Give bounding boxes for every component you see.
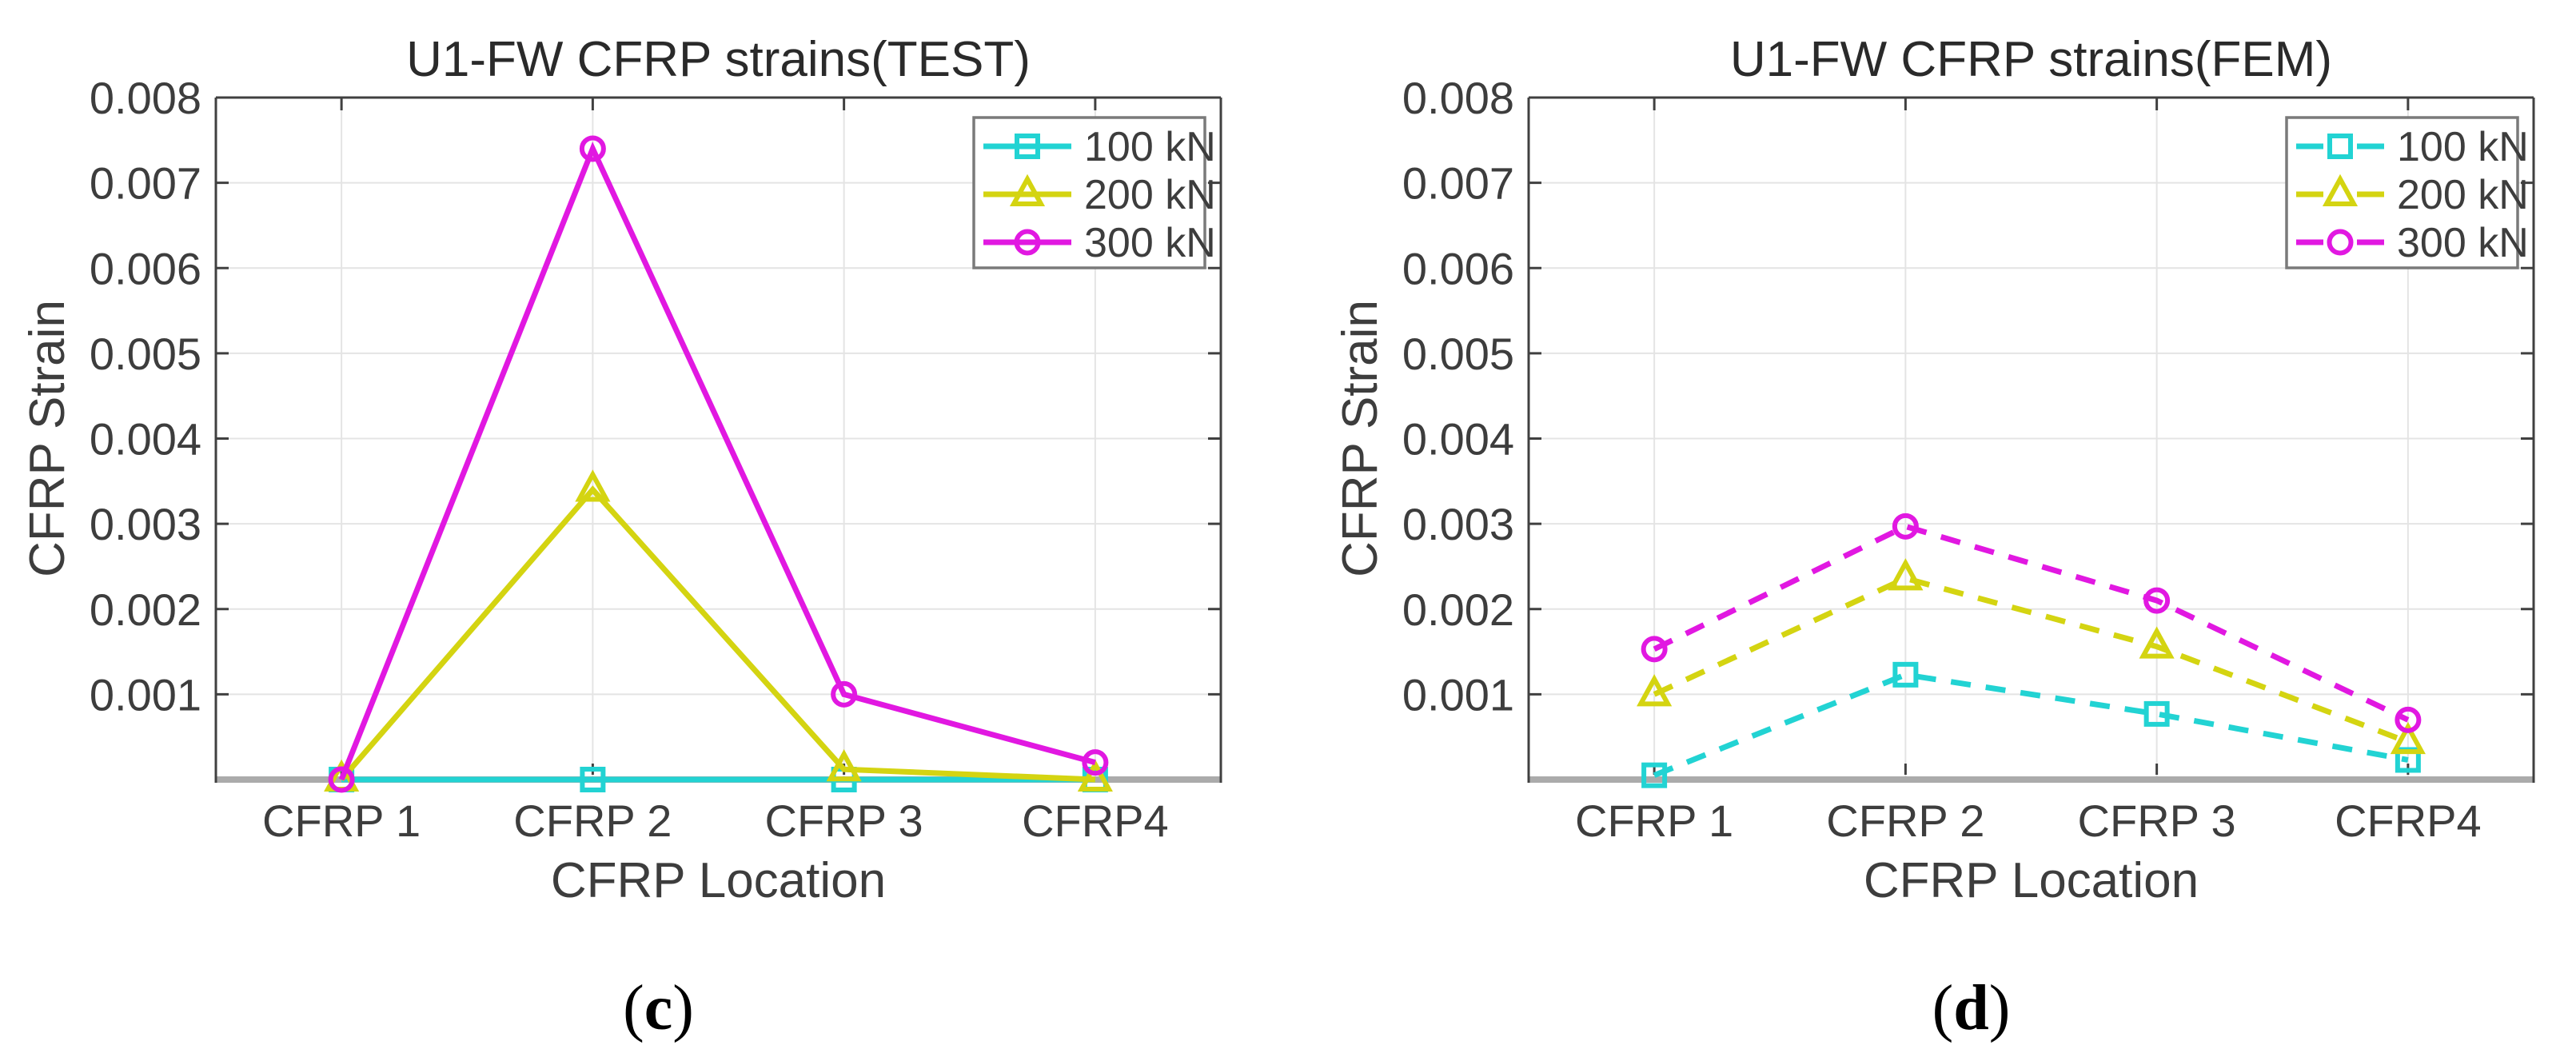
- data-point-triangle-marker: [575, 469, 611, 502]
- legend-item-300-kn: 300 kN: [2296, 220, 2529, 266]
- y-tick-label: 0.004: [1402, 414, 1514, 465]
- x-tick-label: CFRP4: [2335, 796, 2482, 846]
- data-point-square-marker: [1015, 134, 1040, 159]
- caption-right: (d): [1932, 973, 2011, 1043]
- legend-box: [2285, 116, 2519, 269]
- chart-title: U1-FW CFRP strains(FEM): [1730, 32, 2332, 87]
- y-tick-label: 0.005: [1402, 329, 1514, 379]
- y-axis-label: CFRP Strain: [1333, 300, 1388, 577]
- y-tick-label: 0.001: [90, 669, 201, 720]
- x-tick-label: CFRP 2: [513, 796, 672, 846]
- x-tick-label: CFRP 1: [1575, 796, 1733, 846]
- legend-label: 200 kN: [1084, 172, 1216, 218]
- x-tick-label: CFRP 3: [2078, 796, 2236, 846]
- legend-item-200-kn: 200 kN: [2296, 172, 2529, 218]
- y-tick-label: 0.008: [1402, 73, 1514, 123]
- y-tick-label: 0.006: [90, 243, 201, 293]
- y-tick-label: 0.007: [1402, 158, 1514, 209]
- data-point-square-marker: [2143, 700, 2170, 727]
- data-point-triangle-marker: [1888, 558, 1924, 591]
- y-tick-label: 0.004: [90, 414, 201, 465]
- chart-title: U1-FW CFRP strains(TEST): [406, 32, 1031, 87]
- data-point-circle-marker: [1892, 513, 1919, 540]
- series-100-kn: [329, 767, 1108, 792]
- x-axis-label: CFRP Location: [1864, 853, 2199, 908]
- legend-label: 300 kN: [2397, 220, 2529, 266]
- legend-label: 100 kN: [1084, 124, 1216, 170]
- data-point-circle-marker: [1014, 229, 1041, 256]
- series-line: [1653, 523, 2410, 723]
- data-point-triangle-marker: [2322, 174, 2359, 206]
- data-point-circle-marker: [831, 680, 858, 708]
- y-tick-label: 0.005: [90, 329, 201, 379]
- series-200-kn: [1637, 558, 2426, 755]
- data-point-triangle-marker: [826, 748, 862, 782]
- caption-left: (c): [623, 973, 694, 1043]
- data-point-square-marker: [2327, 134, 2353, 159]
- legend-label: 100 kN: [2397, 124, 2529, 170]
- legend-item-300-kn: 300 kN: [983, 220, 1216, 266]
- data-point-square-marker: [580, 767, 606, 792]
- x-tick-label: CFRP4: [1022, 796, 1169, 846]
- y-tick-label: 0.002: [1402, 584, 1514, 635]
- x-axis-baseline: [1528, 776, 2534, 783]
- y-tick-label: 0.003: [90, 499, 201, 549]
- x-tick-label: CFRP 3: [765, 796, 923, 846]
- y-tick-label: 0.008: [90, 73, 201, 123]
- data-point-square-marker: [1641, 762, 1668, 788]
- data-point-circle-marker: [2395, 706, 2422, 733]
- series-300-kn: [328, 135, 1109, 793]
- series-line: [1653, 672, 2409, 778]
- y-tick-label: 0.006: [1402, 243, 1514, 293]
- data-point-circle-marker: [579, 135, 606, 162]
- data-point-triangle-marker: [1009, 174, 1046, 206]
- data-point-triangle-marker: [1077, 759, 1113, 792]
- legend-item-100-kn: 100 kN: [983, 124, 1216, 170]
- legend-item-200-kn: 200 kN: [983, 172, 1216, 218]
- axes: [1527, 96, 2535, 783]
- series-line: [1653, 575, 2410, 745]
- data-point-circle-marker: [2143, 587, 2171, 614]
- x-axis-label: CFRP Location: [551, 853, 886, 908]
- y-tick-label: 0.007: [90, 158, 201, 209]
- data-point-circle-marker: [1082, 749, 1109, 776]
- y-tick-label: 0.001: [1402, 669, 1514, 720]
- series-300-kn: [1641, 513, 2422, 733]
- data-point-square-marker: [1892, 661, 1919, 688]
- y-axis-label: CFRP Strain: [20, 300, 75, 577]
- data-point-triangle-marker: [2139, 626, 2175, 659]
- series-100-kn: [1641, 661, 2421, 788]
- y-tick-label: 0.002: [90, 584, 201, 635]
- data-point-triangle-marker: [1637, 674, 1673, 707]
- legend-label: 300 kN: [1084, 220, 1216, 266]
- data-point-circle-marker: [2327, 229, 2354, 256]
- legend-label: 200 kN: [2397, 172, 2529, 218]
- series-200-kn: [324, 469, 1113, 792]
- x-tick-label: CFRP 1: [262, 796, 421, 846]
- data-point-triangle-marker: [2390, 721, 2426, 755]
- series-line: [338, 142, 1096, 781]
- x-tick-label: CFRP 2: [1826, 796, 1984, 846]
- data-point-circle-marker: [1641, 636, 1668, 663]
- series-line: [339, 485, 1096, 783]
- axes: [214, 96, 1222, 783]
- legend-item-100-kn: 100 kN: [2296, 124, 2529, 170]
- data-point-circle-marker: [328, 766, 355, 793]
- y-tick-label: 0.003: [1402, 499, 1514, 549]
